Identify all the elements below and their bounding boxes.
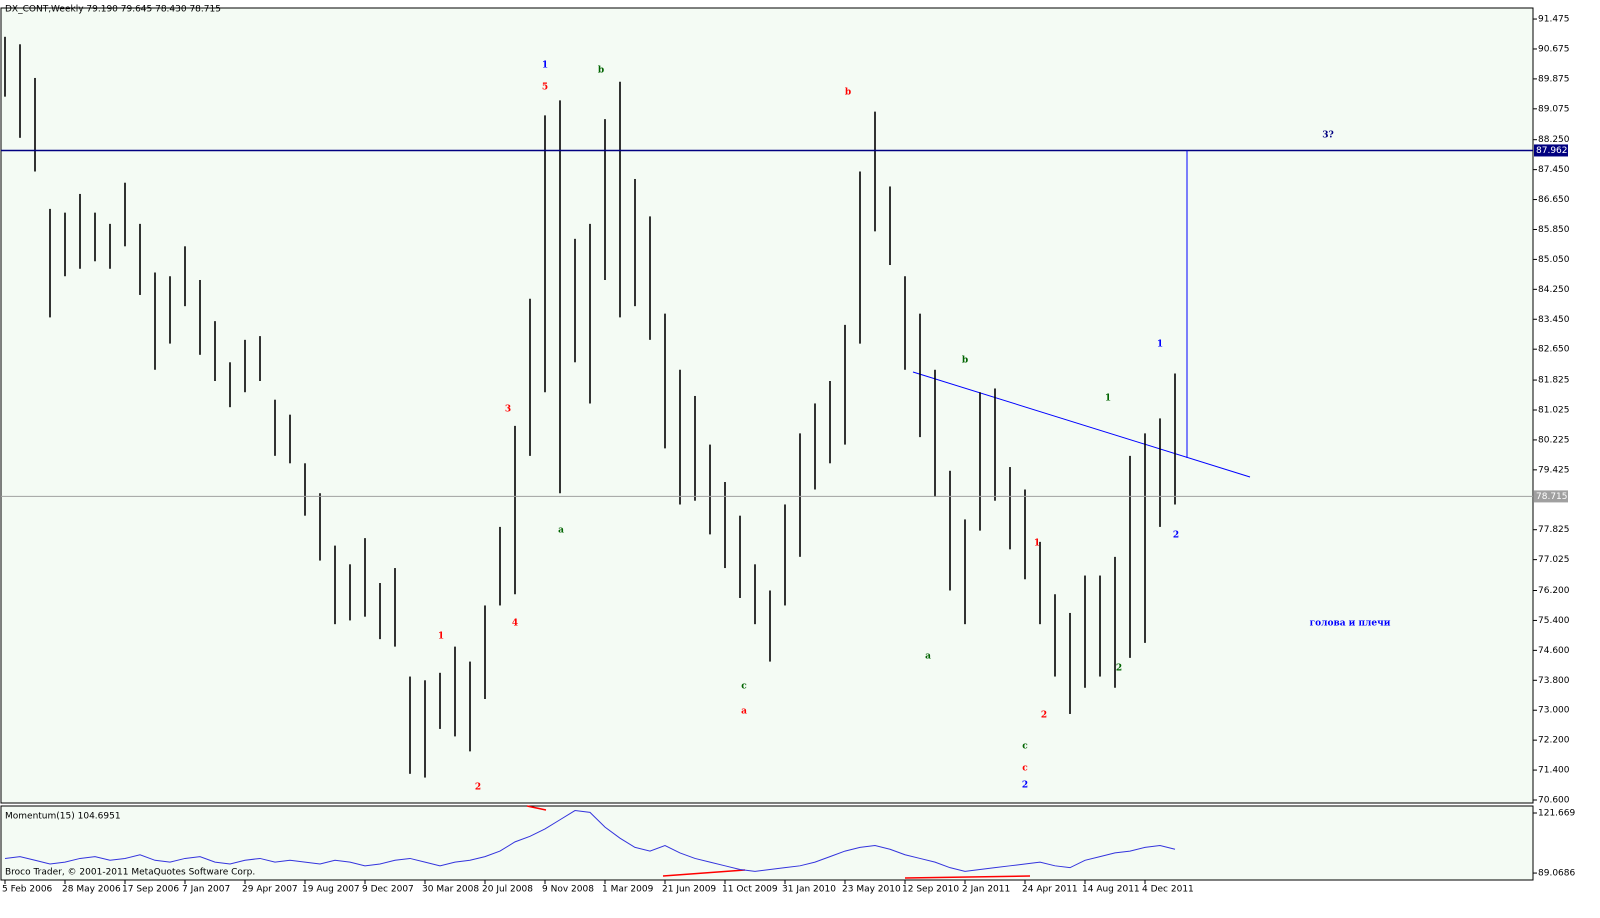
wave-label: 2 [1041,711,1047,721]
y-tick-label: 89.075 [1538,104,1570,114]
wave-label: a [558,526,564,536]
x-tick-label: 20 Jul 2008 [482,885,533,895]
x-tick-label: 29 Apr 2007 [242,885,298,895]
y-tick-label: 82.650 [1538,345,1570,355]
wave-label: c [1022,742,1028,752]
y-tick-label: 77.825 [1538,525,1570,535]
main-panel [0,7,1534,804]
wave-label: 2 [1173,531,1179,541]
x-tick-label: 14 Aug 2011 [1082,885,1140,895]
y-tick-label: 76.200 [1538,586,1570,596]
wave-label: a [741,707,747,717]
momentum-panel [0,805,1534,881]
price-label-box [1534,490,1568,503]
wave-label: b [598,66,604,76]
y-tick-label: 73.000 [1538,706,1570,716]
y-tick-label: 86.650 [1538,195,1570,205]
wave-label: 1 [542,61,548,71]
wave-label: b [962,356,968,366]
wave-label: 2 [1022,781,1028,791]
y-tick-label: 80.225 [1538,435,1570,445]
wave-label: 1 [438,632,444,642]
x-tick-label: 2 Jan 2011 [962,885,1010,895]
y-tick-label: 90.675 [1538,44,1570,54]
y-tick-label: 77.025 [1538,555,1570,565]
x-tick-label: 24 Apr 2011 [1022,885,1078,895]
x-tick-label: 9 Nov 2008 [542,885,594,895]
y-tick-label: 85.050 [1538,255,1570,265]
y-tick-label: 121.669 [1538,809,1575,819]
price-label: 78.715 [1536,492,1568,502]
wave-label: c [1022,764,1028,774]
x-tick-label: 23 May 2010 [842,885,901,895]
x-tick-label: 19 Aug 2007 [302,885,360,895]
x-tick-label: 28 May 2006 [62,885,121,895]
y-tick-label: 89.0686 [1538,869,1575,879]
price-label: 87.962 [1536,146,1568,156]
y-tick-label: 81.025 [1538,405,1570,415]
wave-label: 1 [1105,394,1111,404]
x-tick-label: 11 Oct 2009 [722,885,778,895]
x-tick-label: 31 Jan 2010 [782,885,836,895]
momentum-title: Momentum(15) 104.6951 [5,812,121,822]
x-tick-label: 9 Dec 2007 [362,885,414,895]
y-tick-label: 73.800 [1538,676,1570,686]
divergence-line [904,875,1031,879]
divergence-line [662,869,746,877]
x-tick-label: 21 Jun 2009 [662,885,716,895]
y-tick-label: 85.850 [1538,225,1570,235]
wave-label: 3 [505,405,511,415]
price-label-box [1534,144,1568,157]
x-tick-label: 12 Sep 2010 [902,885,959,895]
wave-label: 5 [542,83,548,93]
y-tick-label: 87.450 [1538,165,1570,175]
wave-label: голова и плечи [1310,619,1391,629]
y-tick-label: 91.475 [1538,15,1570,25]
divergence-line [526,805,547,811]
y-tick-label: 74.600 [1538,646,1570,656]
wave-label: 3? [1322,131,1334,141]
y-tick-label: 79.425 [1538,465,1570,475]
wave-label: a [925,652,931,662]
footer: Broco Trader, © 2001-2011 MetaQuotes Sof… [5,868,255,878]
neckline [912,371,1251,478]
x-tick-label: 1 Mar 2009 [602,885,654,895]
y-tick-label: 81.825 [1538,376,1570,386]
wave-label: 1 [1157,340,1163,350]
wave-label: c [741,682,747,692]
x-tick-label: 5 Feb 2006 [2,885,53,895]
x-tick-label: 30 Mar 2008 [422,885,479,895]
y-tick-label: 70.600 [1538,796,1570,806]
y-tick-label: 84.250 [1538,285,1570,295]
y-tick-label: 75.400 [1538,616,1570,626]
y-tick-label: 83.450 [1538,315,1570,325]
x-tick-label: 17 Sep 2006 [122,885,179,895]
x-tick-label: 7 Jan 2007 [182,885,230,895]
header: DX_CONT,Weekly 79.190 79.645 78.430 78.7… [5,5,221,15]
x-tick-label: 4 Dec 2011 [1142,885,1194,895]
wave-label: b [845,88,851,98]
wave-label: 2 [475,783,481,793]
y-tick-label: 71.400 [1538,766,1570,776]
y-tick-label: 72.200 [1538,736,1570,746]
y-tick-label: 88.250 [1538,135,1570,145]
momentum-line [4,810,1176,872]
wave-label: 1 [1034,539,1040,549]
wave-label: 4 [512,619,518,629]
wave-label: 2 [1116,664,1122,674]
y-tick-label: 89.875 [1538,74,1570,84]
